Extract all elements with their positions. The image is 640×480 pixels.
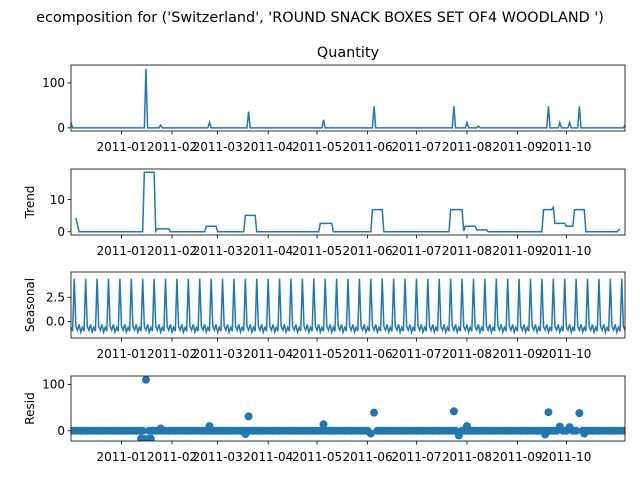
y-tick-label: 0.0: [46, 315, 65, 329]
axes-frame: [70, 375, 626, 442]
x-tick-label: 2011-01: [96, 450, 146, 464]
y-axis-label: Resid: [23, 392, 37, 424]
x-tick-label: 2011-10: [541, 347, 591, 361]
x-tick-label: 2011-08: [442, 140, 492, 154]
resid-point: [565, 423, 574, 432]
x-tick-label: 2011-05: [292, 347, 342, 361]
series-line: [71, 68, 625, 129]
plot-area: [71, 376, 625, 441]
x-tick-label: 2011-05: [292, 450, 342, 464]
x-tick-label: 2011-02: [147, 450, 197, 464]
x-tick-label: 2011-06: [342, 244, 392, 258]
resid-point: [241, 430, 250, 439]
series-line: [71, 278, 625, 336]
y-tick-label: 10: [50, 193, 65, 207]
x-tick-label: 2011-03: [193, 450, 243, 464]
x-tick-label: 2011-02: [147, 140, 197, 154]
x-tick-label: 2011-09: [492, 347, 542, 361]
y-tick-label: 100: [42, 378, 65, 392]
resid-point: [621, 426, 625, 435]
axes-frame: [70, 64, 626, 132]
resid-point: [462, 422, 471, 431]
x-tick-label: 2011-03: [193, 140, 243, 154]
resid-point: [156, 424, 165, 433]
resid-point: [449, 407, 458, 416]
x-tick-label: 2011-04: [243, 244, 293, 258]
plot-area: [71, 68, 625, 129]
resid-point: [244, 412, 253, 421]
x-tick-label: 2011-10: [541, 140, 591, 154]
x-tick-label: 2011-09: [492, 140, 542, 154]
x-tick-label: 2011-07: [391, 347, 441, 361]
axes-frame: [70, 271, 626, 339]
x-tick-label: 2011-08: [442, 244, 492, 258]
y-tick-label: 100: [42, 76, 65, 90]
series-line: [75, 171, 621, 234]
x-tick-label: 2011-06: [342, 140, 392, 154]
x-tick-label: 2011-03: [193, 244, 243, 258]
x-tick-label: 2011-10: [541, 450, 591, 464]
x-tick-label: 2011-01: [96, 347, 146, 361]
resid-point: [544, 408, 553, 417]
plot-area: [71, 278, 625, 336]
panel-title: Quantity: [317, 45, 380, 61]
axes-frame: [70, 168, 626, 236]
x-tick-label: 2011-01: [96, 244, 146, 258]
x-tick-label: 2011-05: [292, 244, 342, 258]
x-tick-label: 2011-05: [292, 140, 342, 154]
resid-point: [370, 408, 379, 417]
resid-point: [555, 422, 564, 431]
y-tick-label: 0: [57, 121, 65, 135]
x-tick-label: 2011-04: [243, 140, 293, 154]
resid-point: [575, 409, 584, 418]
resid-point: [146, 434, 155, 441]
x-tick-label: 2011-09: [492, 450, 542, 464]
resid-point: [541, 430, 550, 439]
x-tick-label: 2011-01: [96, 140, 146, 154]
x-tick-label: 2011-09: [492, 244, 542, 258]
y-tick-label: 2.5: [46, 290, 65, 304]
resid-point: [572, 426, 581, 435]
x-tick-label: 2011-04: [243, 347, 293, 361]
x-tick-label: 2011-08: [442, 347, 492, 361]
x-tick-label: 2011-03: [193, 347, 243, 361]
x-tick-label: 2011-08: [442, 450, 492, 464]
x-tick-label: 2011-02: [147, 244, 197, 258]
resid-point: [454, 431, 463, 440]
plot-area: [75, 171, 621, 234]
figure-title: ecomposition for ('Switzerland', 'ROUND …: [36, 10, 604, 26]
resid-point: [138, 426, 147, 435]
resid-point: [205, 422, 214, 431]
y-axis-label: Trend: [23, 186, 37, 220]
y-axis-label: Seasonal: [23, 278, 37, 332]
x-tick-label: 2011-06: [342, 450, 392, 464]
x-tick-label: 2011-07: [391, 450, 441, 464]
resid-point: [580, 429, 589, 438]
resid-point: [141, 376, 150, 384]
x-tick-label: 2011-07: [391, 244, 441, 258]
y-tick-label: 0: [57, 424, 65, 438]
x-tick-label: 2011-06: [342, 347, 392, 361]
x-tick-label: 2011-07: [391, 140, 441, 154]
y-tick-label: 0: [57, 225, 65, 239]
x-tick-label: 2011-04: [243, 450, 293, 464]
x-tick-label: 2011-02: [147, 347, 197, 361]
resid-point: [366, 429, 375, 438]
x-tick-label: 2011-10: [541, 244, 591, 258]
resid-point: [319, 420, 328, 429]
